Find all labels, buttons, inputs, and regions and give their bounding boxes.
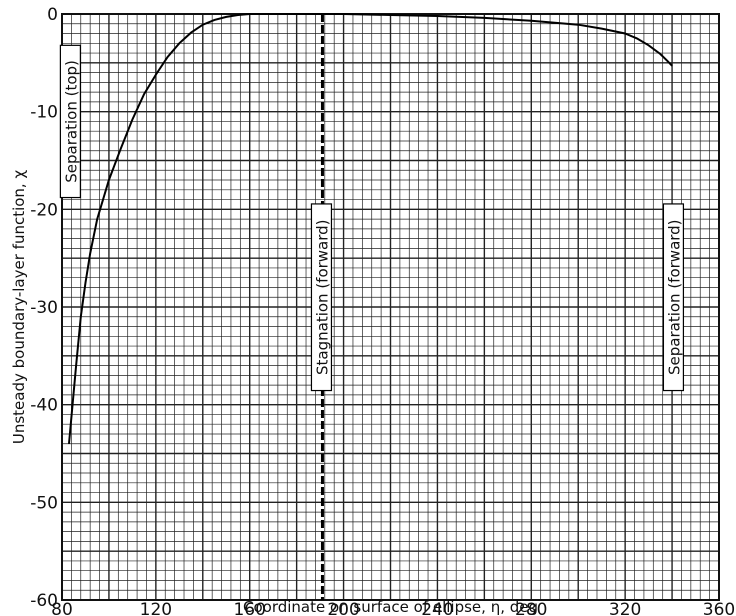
x-tick-label: 80 [51, 600, 73, 616]
y-tick-label: -10 [30, 103, 58, 123]
annotation-box [662, 203, 685, 392]
x-tick-label: 120 [140, 600, 172, 616]
annotation-label: Separation (top) [62, 60, 80, 183]
x-tick-label: 320 [609, 600, 641, 616]
annotation-group: Stagnation (forward) [310, 203, 333, 392]
x-tick-label: 280 [515, 600, 547, 616]
y-tick-label: -30 [30, 298, 58, 318]
annotation-box [59, 44, 81, 199]
annotation-group: Separation (forward) [662, 203, 685, 392]
annotation-group: Separation (top) [59, 44, 81, 199]
x-tick-label: 360 [703, 600, 735, 616]
y-axis-label: Unsteady boundary-layer function, χ [10, 170, 28, 445]
x-axis-ticks: 80 120 160 200 240 280 320 360 [51, 600, 735, 616]
y-tick-label: -40 [30, 396, 58, 416]
series-group [68, 13, 673, 444]
x-axis-label: Coordinate on surface of ellipse, η, deg [243, 598, 538, 616]
y-tick-label: -20 [30, 200, 58, 220]
annotation-label: Stagnation (forward) [313, 219, 331, 375]
annotation-box [310, 203, 333, 392]
y-tick-label: 0 [47, 5, 58, 25]
x-tick-label: 160 [233, 600, 265, 616]
annotations-group: Separation (top) Stagnation (forward) Sepa… [59, 44, 685, 392]
series-line [68, 13, 673, 444]
x-tick-label: 240 [421, 600, 453, 616]
x-tick-label: 200 [327, 600, 359, 616]
y-tick-label: -60 [30, 591, 58, 611]
annotation-label: Separation (forward) [665, 219, 683, 375]
y-axis-ticks: 0 -10 -20 -30 -40 -50 -60 [30, 5, 58, 611]
y-tick-label: -50 [30, 493, 58, 513]
